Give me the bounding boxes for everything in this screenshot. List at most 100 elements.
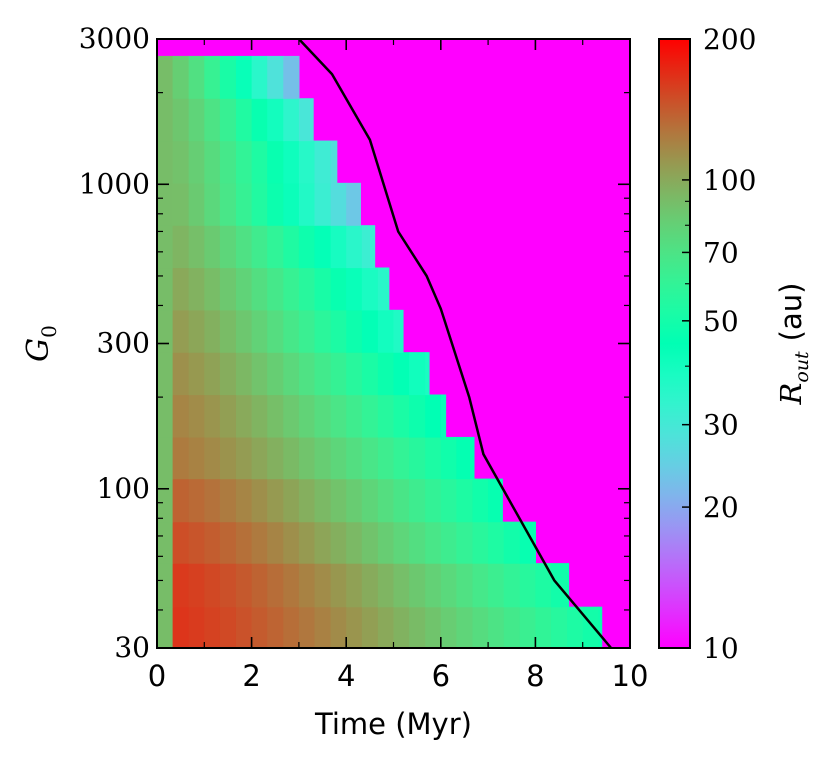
heatmap-cell <box>361 309 379 353</box>
heatmap-cell <box>251 521 268 564</box>
heatmap-cell <box>283 225 300 269</box>
heatmap-cell <box>361 225 376 269</box>
heatmap-cell <box>314 563 332 608</box>
heatmap-cell <box>519 563 536 608</box>
heatmap-cell <box>157 352 174 396</box>
heatmap-cell <box>456 478 474 523</box>
heatmap-cell <box>204 182 221 226</box>
heatmap-cell <box>330 182 347 226</box>
heatmap-cell <box>172 352 190 396</box>
heatmap-cell <box>346 309 363 353</box>
heatmap-cell <box>377 394 395 438</box>
heatmap-cell <box>188 267 205 311</box>
heatmap-cell <box>425 563 442 608</box>
heatmap-cell <box>251 55 268 99</box>
heatmap-cell <box>346 352 363 396</box>
heatmap-cell <box>298 309 316 353</box>
colorbar-frame <box>658 38 691 649</box>
heatmap-cell <box>251 352 268 396</box>
heatmap-cell <box>219 225 237 269</box>
y-axis-label: G0 <box>21 325 61 362</box>
heatmap-cell <box>157 521 174 564</box>
heatmap-cell <box>503 521 521 564</box>
heatmap-cell <box>535 563 552 608</box>
heatmap-cell <box>393 478 410 523</box>
heatmap-cell <box>283 182 300 226</box>
heatmap-cell <box>251 182 268 226</box>
heatmap-cell <box>346 394 363 438</box>
heatmap-cell <box>267 606 284 649</box>
heatmap-cell <box>219 98 237 142</box>
axis-tick-labels: 0 2 4 6 8 10 30 100 300 1000 3000 <box>79 22 649 693</box>
heatmap-cell <box>377 606 395 649</box>
heatmap-cell <box>472 436 475 480</box>
heatmap-cell <box>330 394 347 438</box>
heatmap-cell <box>204 309 221 353</box>
heatmap-cell <box>361 606 379 649</box>
heatmap-cell <box>188 563 205 608</box>
heatmap-cell <box>409 436 426 480</box>
heatmap-cell <box>440 563 458 608</box>
heatmap-cell <box>204 98 221 142</box>
heatmap-cell <box>314 478 332 523</box>
heatmap-cell <box>235 267 253 311</box>
heatmap-cell <box>440 478 458 523</box>
heatmap-cell <box>267 563 284 608</box>
heatmap-cell <box>283 521 300 564</box>
heatmap-cell <box>283 563 300 608</box>
heatmap-cell <box>283 606 300 649</box>
heatmap-cell <box>425 606 442 649</box>
heatmap-cell <box>172 563 190 608</box>
heatmap-cell <box>157 267 174 311</box>
heatmap-cell <box>188 182 205 226</box>
heatmap-cell <box>330 140 338 184</box>
heatmap-cell <box>330 606 347 649</box>
heatmap-cell <box>188 606 205 649</box>
heatmap-cell <box>488 563 505 608</box>
heatmap-cell <box>361 521 379 564</box>
heatmap-cell <box>425 394 442 438</box>
heatmap-cell <box>157 182 174 226</box>
heatmap-cell <box>283 140 300 184</box>
heatmap-cell <box>219 267 237 311</box>
heatmap-cell <box>519 606 536 649</box>
heatmap-cell <box>346 436 363 480</box>
heatmap-cell <box>472 606 489 649</box>
heatmap-cell <box>377 563 395 608</box>
heatmap-cells <box>157 39 630 649</box>
heatmap-cell <box>204 563 221 608</box>
heatmap-cell <box>188 394 205 438</box>
heatmap-cell <box>330 225 347 269</box>
heatmap-cell <box>330 352 347 396</box>
heatmap-cell <box>377 521 395 564</box>
heatmap-cell <box>298 606 316 649</box>
heatmap-cell <box>440 606 458 649</box>
heatmap-cell <box>188 225 205 269</box>
heatmap-cell <box>283 98 300 142</box>
heatmap-cell <box>172 436 190 480</box>
heatmap-cell <box>393 563 410 608</box>
heatmap-cell <box>172 182 190 226</box>
heatmap-cell <box>283 478 300 523</box>
heatmap-cell <box>440 394 447 438</box>
x-tick-label: 2 <box>242 659 260 693</box>
heatmap-cell <box>204 267 221 311</box>
colorbar-gradient <box>659 39 690 648</box>
heatmap-cell <box>251 394 268 438</box>
heatmap-cell <box>330 309 347 353</box>
heatmap-cell <box>472 521 489 564</box>
heatmap-cell <box>503 606 521 649</box>
y-axis-label-base: G <box>21 338 56 362</box>
heatmap-cell <box>440 521 458 564</box>
heatmap-cell <box>251 267 268 311</box>
heatmap-cell <box>235 606 253 649</box>
heatmap-cell <box>267 140 284 184</box>
heatmap-cell <box>235 352 253 396</box>
heatmap-cell <box>314 606 332 649</box>
heatmap-cell <box>188 436 205 480</box>
y-tick-label: 1000 <box>79 167 150 200</box>
heatmap-cell <box>488 606 505 649</box>
heatmap-cell <box>567 606 584 649</box>
heatmap-cell <box>235 182 253 226</box>
colorbar-label: Rout (au) <box>774 283 813 406</box>
